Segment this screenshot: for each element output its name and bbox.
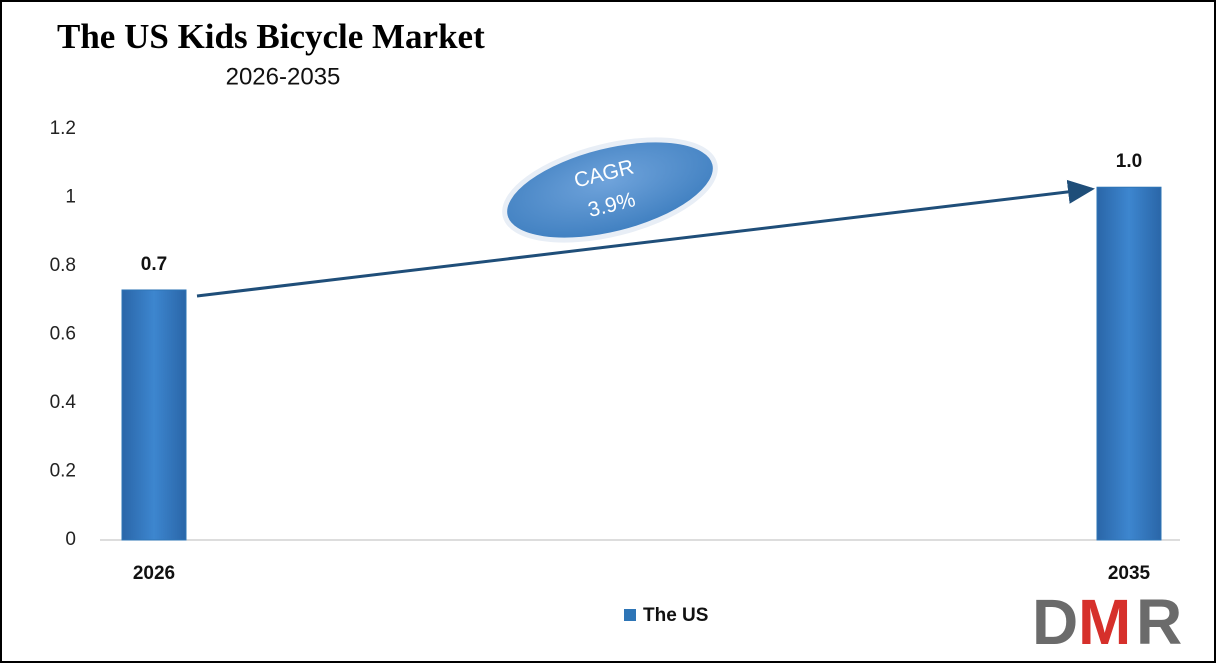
- legend-swatch: [624, 609, 636, 621]
- chart-title: The US Kids Bicycle Market: [57, 17, 485, 56]
- logo: D M R: [1032, 586, 1182, 658]
- y-tick-label: 0.2: [50, 461, 76, 482]
- y-tick-label: 0: [65, 529, 76, 550]
- y-tick-label: 0.6: [50, 324, 76, 345]
- value-label: 1.0: [1116, 151, 1142, 172]
- y-tick-label: 1: [65, 187, 76, 208]
- cagr-bubble: CAGR 3.9%: [502, 137, 718, 243]
- cagr-arrow: [196, 179, 1095, 298]
- logo-letter: M: [1078, 586, 1131, 658]
- x-tick-label: 2035: [1108, 563, 1151, 584]
- y-tick-label: 0.8: [50, 255, 76, 276]
- bar: [121, 289, 187, 541]
- legend-label: The US: [643, 605, 708, 626]
- logo-letter: D: [1032, 586, 1078, 658]
- logo-letter: R: [1136, 586, 1182, 658]
- value-label: 0.7: [141, 254, 167, 275]
- bar: [1096, 186, 1162, 541]
- cagr-ellipse: [502, 137, 718, 243]
- chart-subtitle: 2026-2035: [226, 63, 341, 90]
- y-tick-label: 0.4: [50, 392, 77, 413]
- y-tick-label: 1.2: [50, 118, 76, 139]
- x-tick-label: 2026: [133, 563, 175, 584]
